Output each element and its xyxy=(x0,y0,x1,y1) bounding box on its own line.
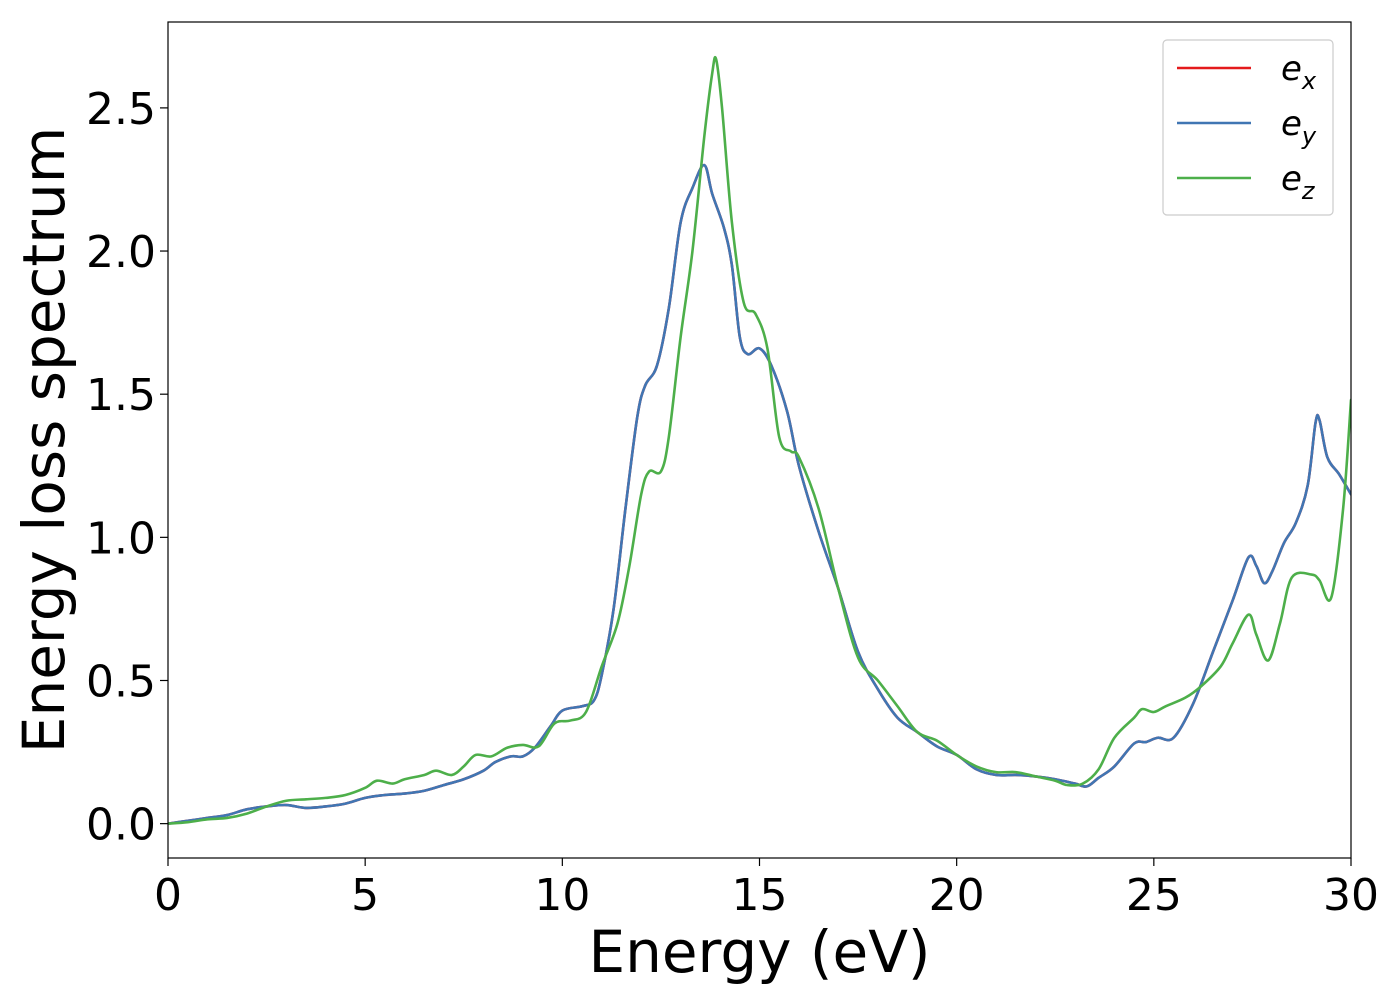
x-tick-label: 0 xyxy=(154,870,182,921)
legend-item-e-x: ex xyxy=(1177,49,1317,95)
legend-box xyxy=(1162,39,1334,216)
legend-label: ez xyxy=(1281,159,1316,205)
y-tick-label: 0.5 xyxy=(86,656,156,707)
y-tick-label: 1.5 xyxy=(86,370,156,421)
legend: ex ey ez xyxy=(1162,39,1334,216)
x-tick-label: 15 xyxy=(732,870,788,921)
legend-label: ey xyxy=(1281,104,1317,150)
y-tick-label: 2.5 xyxy=(86,84,156,135)
x-tick-label: 30 xyxy=(1323,870,1379,921)
legend-label: ex xyxy=(1281,49,1317,95)
x-tick-label: 20 xyxy=(929,870,985,921)
y-tick-label: 0.0 xyxy=(86,800,156,851)
y-tick-label: 2.0 xyxy=(86,227,156,278)
y-tick-label: 1.0 xyxy=(86,513,156,564)
legend-item-e-z: ez xyxy=(1177,159,1316,205)
x-tick-label: 10 xyxy=(534,870,590,921)
series-line-e-y xyxy=(168,163,1351,825)
x-axis: 0 5 10 15 20 25 30 xyxy=(154,858,1379,921)
y-axis: 0.0 0.5 1.0 1.5 2.0 2.5 xyxy=(86,84,168,851)
y-axis-title: Energy loss spectrum xyxy=(10,127,78,753)
x-tick-label: 5 xyxy=(351,870,379,921)
series-layer xyxy=(168,55,1351,825)
series-line-e-z xyxy=(168,55,1351,825)
legend-item-e-y: ey xyxy=(1177,104,1317,150)
x-tick-label: 25 xyxy=(1126,870,1182,921)
x-axis-title: Energy (eV) xyxy=(588,918,930,986)
